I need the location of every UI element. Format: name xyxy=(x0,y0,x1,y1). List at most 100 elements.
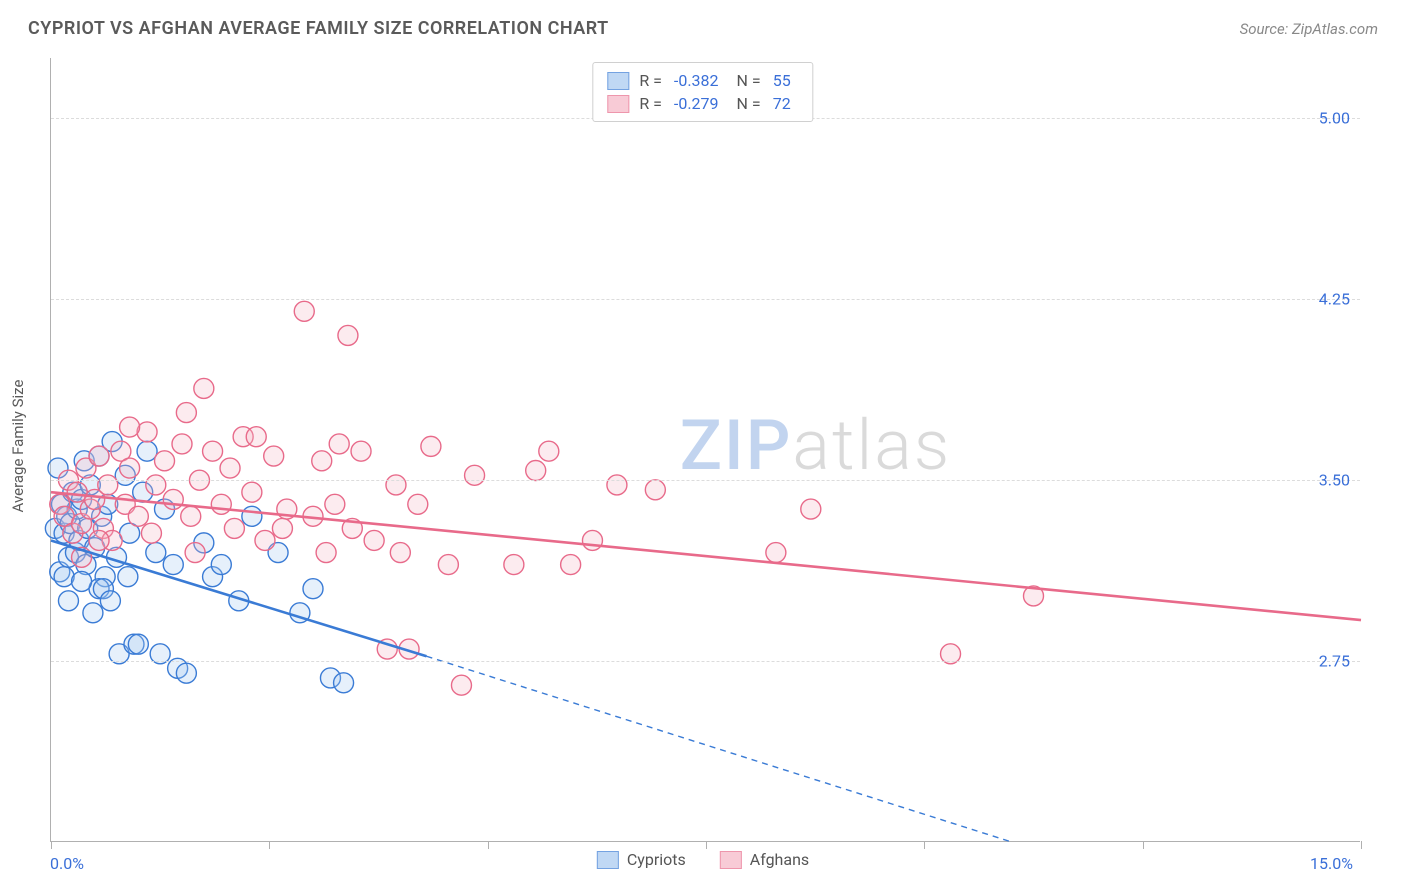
afghans-point xyxy=(264,446,284,466)
afghans-point xyxy=(120,458,140,478)
afghans-point xyxy=(338,325,358,345)
x-tick xyxy=(924,841,925,849)
afghans-point xyxy=(645,480,665,500)
r-label: R = xyxy=(639,71,662,90)
cypriots-point xyxy=(303,579,323,599)
x-axis-min-label: 0.0% xyxy=(50,854,84,873)
afghans-point xyxy=(242,482,262,502)
afghans-point xyxy=(465,465,485,485)
afghans-point xyxy=(539,441,559,461)
n-label: N = xyxy=(737,71,761,90)
correlation-legend: R = -0.382 N = 55 R = -0.279 N = 72 xyxy=(592,62,813,122)
afghans-point xyxy=(351,441,371,461)
legend-item: Afghans xyxy=(720,850,809,869)
cypriots-point xyxy=(137,441,157,461)
afghans-point xyxy=(98,475,118,495)
cypriots-point xyxy=(211,555,231,575)
cypriots-point xyxy=(128,634,148,654)
afghans-point xyxy=(220,458,240,478)
afghans-point xyxy=(89,530,109,550)
afghans-point xyxy=(312,451,332,471)
legend-stat-row: R = -0.382 N = 55 xyxy=(607,69,798,92)
afghans-point xyxy=(504,555,524,575)
afghans-point xyxy=(203,441,223,461)
n-value: 55 xyxy=(773,71,791,90)
grid-line xyxy=(51,299,1360,300)
afghans-point xyxy=(364,530,384,550)
afghans-point xyxy=(120,417,140,437)
afghans-point xyxy=(329,434,349,454)
n-label: N = xyxy=(737,94,761,113)
afghans-point xyxy=(438,555,458,575)
legend-swatch xyxy=(597,851,619,869)
afghans-point xyxy=(89,446,109,466)
afghans-point xyxy=(128,506,148,526)
r-value: -0.279 xyxy=(674,94,719,113)
y-tick-label: 4.25 xyxy=(1319,290,1350,309)
afghans-point xyxy=(582,530,602,550)
legend-item: Cypriots xyxy=(597,850,686,869)
afghans-point xyxy=(526,461,546,481)
r-value: -0.382 xyxy=(674,71,719,90)
chart-title: CYPRIOT VS AFGHAN AVERAGE FAMILY SIZE CO… xyxy=(28,18,609,39)
x-tick xyxy=(706,841,707,849)
afghans-point xyxy=(272,518,292,538)
cypriots-trendline-extrapolated xyxy=(427,656,1012,842)
legend-swatch xyxy=(720,851,742,869)
y-tick-label: 2.75 xyxy=(1319,652,1350,671)
x-axis-max-label: 15.0% xyxy=(1310,854,1353,873)
chart-plot-area: 2.75 3.50 4.25 5.00 xyxy=(50,58,1360,842)
afghans-point xyxy=(155,451,175,471)
afghans-point xyxy=(421,436,441,456)
cypriots-point xyxy=(100,591,120,611)
afghans-point xyxy=(766,543,786,563)
afghans-point xyxy=(390,543,410,563)
grid-line xyxy=(51,480,1360,481)
x-tick xyxy=(1143,841,1144,849)
y-tick-label: 5.00 xyxy=(1319,109,1350,128)
afghans-point xyxy=(246,427,266,447)
cypriots-point xyxy=(163,555,183,575)
x-tick xyxy=(488,841,489,849)
afghans-point xyxy=(386,475,406,495)
afghans-point xyxy=(607,475,627,495)
afghans-point xyxy=(316,543,336,563)
afghans-point xyxy=(294,301,314,321)
y-axis-title: Average Family Size xyxy=(9,380,27,513)
cypriots-point xyxy=(146,543,166,563)
cypriots-point xyxy=(58,591,78,611)
afghans-point xyxy=(211,494,231,514)
afghans-point xyxy=(181,506,201,526)
afghans-point xyxy=(451,675,471,695)
afghans-point xyxy=(163,489,183,509)
afghans-point xyxy=(185,543,205,563)
n-value: 72 xyxy=(773,94,791,113)
afghans-point xyxy=(255,530,275,550)
afghans-point xyxy=(408,494,428,514)
afghans-point xyxy=(325,494,345,514)
afghans-point xyxy=(224,518,244,538)
r-label: R = xyxy=(639,94,662,113)
afghans-point xyxy=(176,403,196,423)
afghans-point xyxy=(172,434,192,454)
x-tick xyxy=(269,841,270,849)
legend-stat-row: R = -0.279 N = 72 xyxy=(607,92,798,115)
cypriots-point xyxy=(118,567,138,587)
x-tick xyxy=(1361,841,1362,849)
legend-swatch xyxy=(607,72,629,90)
source-label: Source: ZipAtlas.com xyxy=(1240,20,1378,38)
afghans-point xyxy=(194,378,214,398)
cypriots-point xyxy=(176,663,196,683)
cypriots-point xyxy=(242,506,262,526)
legend-label: Cypriots xyxy=(627,850,686,869)
series-legend: Cypriots Afghans xyxy=(597,850,809,869)
afghans-point xyxy=(801,499,821,519)
cypriots-point xyxy=(83,603,103,623)
x-tick xyxy=(51,841,52,849)
grid-line xyxy=(51,661,1360,662)
legend-label: Afghans xyxy=(750,850,809,869)
chart-svg xyxy=(51,58,1360,841)
cypriots-point xyxy=(72,571,92,591)
y-tick-label: 3.50 xyxy=(1319,471,1350,490)
afghans-point xyxy=(561,555,581,575)
